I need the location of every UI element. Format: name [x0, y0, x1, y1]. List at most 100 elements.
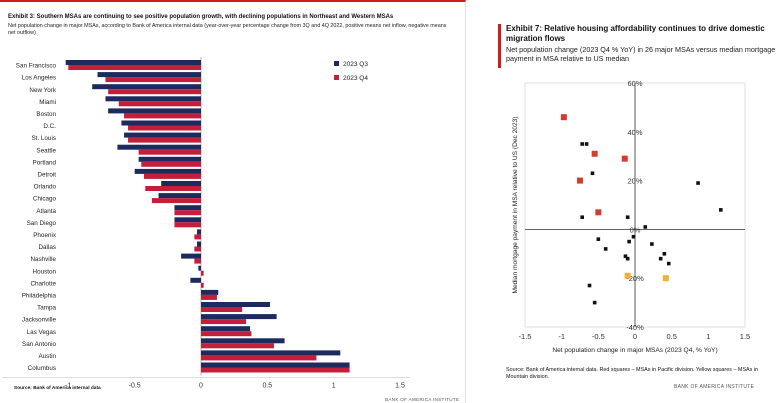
scatter-point-pacific — [560, 114, 567, 121]
scatter-point-other — [596, 237, 601, 241]
population-bar-chart: -1 -0.5 0 0.5 1 1.5 San Francisco Los Angeles Ne… — [2, 57, 410, 390]
y-tick-label: -40% — [626, 323, 644, 332]
bar-q4 — [105, 77, 201, 83]
left-brand-label: BANK OF AMERICA INSTITUTE — [385, 397, 460, 402]
scatter-point-other — [662, 252, 667, 256]
scatter-point-other — [580, 142, 584, 146]
left-source-note: Source: Bank of America internal data — [14, 386, 101, 391]
bar-q4 — [201, 343, 274, 349]
bar-q3 — [181, 253, 201, 259]
bar-q4 — [194, 234, 201, 240]
bar-q3 — [134, 168, 201, 174]
scatter-point-other — [623, 254, 628, 259]
bar-q3 — [138, 156, 201, 162]
bar-q3 — [201, 362, 350, 368]
scatter-point-other — [631, 234, 636, 239]
scatter-point-other — [696, 181, 700, 185]
bar-q3 — [201, 289, 219, 295]
y-tick-label: 40% — [627, 128, 642, 137]
x-tick-label: -1 — [65, 383, 71, 390]
bar-q3 — [65, 60, 202, 65]
bar-q3 — [201, 338, 285, 344]
bar-q4 — [201, 367, 350, 373]
bar-q4 — [124, 113, 201, 119]
category-label: Boston — [36, 111, 56, 118]
scatter-point-pacific — [577, 177, 583, 184]
y-axis-title: Median mortgage payment in MSA relative … — [512, 116, 519, 293]
legend-swatch — [334, 75, 339, 80]
x-tick-label: -1.5 — [519, 332, 532, 341]
scatter-point-other — [584, 142, 589, 146]
category-label: San Diego — [27, 220, 57, 227]
category-label: San Francisco — [16, 63, 57, 70]
x-tick-label: 1 — [332, 383, 336, 390]
bar-q3 — [197, 229, 201, 235]
legend-label: 2023 Q3 — [343, 61, 368, 68]
bar-q3 — [105, 96, 201, 102]
category-label: Los Angeles — [22, 75, 56, 82]
category-label: Phoenix — [33, 232, 57, 239]
bar-q3 — [108, 108, 201, 114]
bar-q3 — [201, 326, 251, 332]
affordability-scatter-chart: -40% -20% 0% 20% 40% 60% -1.5 -1 -0.5 0 0.5 1 1.5 Net… — [512, 79, 750, 354]
bar-q4 — [201, 282, 204, 288]
bar-q4 — [201, 307, 243, 312]
x-tick-label: -1 — [558, 332, 565, 341]
category-label: Charlotte — [30, 280, 56, 287]
right-exhibit-subtitle: Net population change (2023 Q4 % YoY) in… — [506, 45, 776, 63]
x-tick-label: 1.5 — [740, 332, 750, 341]
bar-q3 — [198, 265, 201, 271]
bar-q3 — [158, 193, 201, 199]
x-tick-label: 0 — [633, 332, 637, 341]
right-source-note: Source: Bank of America internal data. R… — [506, 367, 758, 380]
category-label: San Antonio — [22, 341, 56, 348]
scatter-point-other — [627, 239, 631, 244]
scatter-point-other — [625, 215, 630, 219]
bar-q3 — [174, 205, 201, 211]
bar-q4 — [68, 65, 201, 70]
bar-q4 — [118, 101, 201, 107]
bar-q3 — [97, 72, 201, 78]
scatter-point-other — [590, 171, 595, 176]
scatter-point-other — [643, 225, 648, 229]
bar-q4 — [128, 137, 201, 143]
x-tick-label: -0.5 — [129, 383, 141, 390]
bar-q3 — [201, 302, 270, 307]
scatter-point-pacific — [591, 150, 598, 157]
category-label: D.C. — [43, 123, 56, 130]
category-label: Philadelphia — [22, 292, 57, 299]
bar-q4 — [201, 355, 317, 361]
x-tick-label: 0.5 — [262, 383, 272, 390]
y-tick-label: 60% — [627, 79, 642, 88]
x-tick-label: -0.5 — [592, 332, 605, 341]
left-exhibit-panel: Exhibit 3: Southern MSAs are continuing … — [0, 0, 466, 403]
category-label: Atlanta — [36, 208, 56, 215]
y-tick-label: -20% — [626, 274, 644, 283]
y-tick-label: 0% — [630, 225, 641, 234]
bar-q3 — [117, 144, 201, 150]
scatter-point-other — [587, 283, 592, 288]
scatter-point-other — [603, 247, 608, 251]
scatter-point-other — [580, 215, 584, 219]
category-label: Portland — [33, 159, 57, 166]
category-label: Austin — [38, 353, 56, 360]
bar-q4 — [194, 246, 201, 252]
right-brand-label: BANK OF AMERICA INSTITUTE — [674, 384, 755, 390]
bar-q4 — [128, 125, 201, 131]
bar-q4 — [108, 89, 201, 95]
category-label: Houston — [33, 268, 57, 275]
bar-q4 — [145, 186, 201, 191]
y-tick-label: 20% — [627, 177, 642, 186]
x-tick-label: 0 — [199, 383, 203, 390]
right-exhibit-title: Exhibit 7: Relative housing affordabilit… — [506, 24, 765, 43]
x-axis-title: Net population change in major MSAs (202… — [552, 347, 717, 354]
bar-q3 — [201, 350, 341, 356]
category-label: Columbus — [28, 365, 56, 372]
bar-q4 — [201, 319, 247, 325]
scatter-point-other — [666, 261, 671, 266]
left-exhibit-subtitle: Net population change in major MSAs, acc… — [8, 23, 447, 36]
scatter-point-other — [658, 256, 663, 261]
scatter-point-pacific — [595, 209, 602, 216]
bar-q4 — [151, 198, 201, 204]
category-label: St. Louis — [31, 135, 56, 142]
